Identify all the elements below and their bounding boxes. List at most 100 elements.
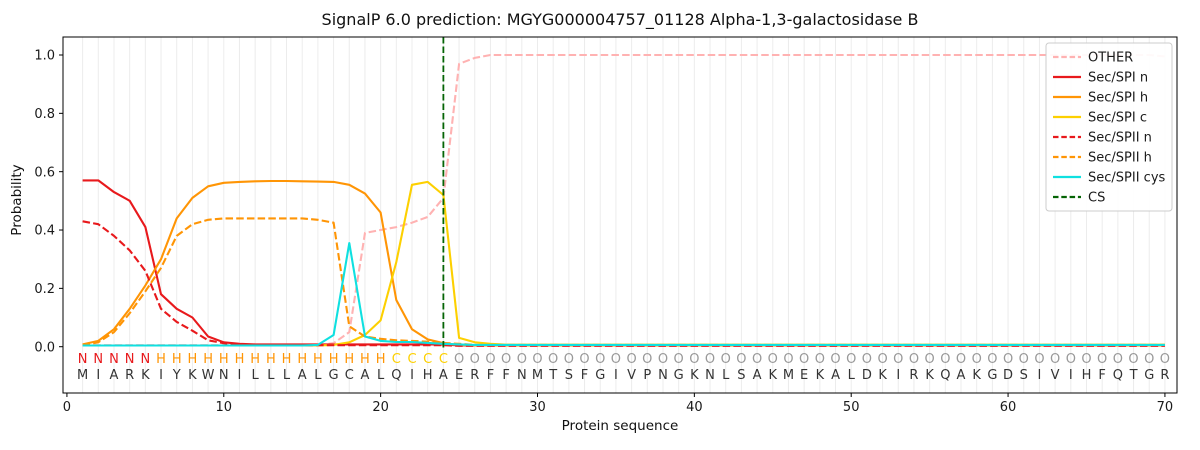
residue-letter: G	[987, 368, 997, 383]
residue-letter: K	[141, 368, 150, 383]
residue-letter: F	[502, 368, 509, 383]
region-label: H	[297, 352, 307, 367]
residue-letter: R	[125, 368, 134, 383]
series-sec-spii-cys	[82, 242, 1165, 347]
region-label: O	[799, 352, 809, 367]
region-label: O	[470, 352, 480, 367]
region-label: O	[909, 352, 919, 367]
legend-label: Sec/SPI n	[1088, 71, 1148, 86]
x-tick-label: 10	[216, 400, 233, 415]
region-label: O	[987, 352, 997, 367]
residue-letter: G	[1144, 368, 1154, 383]
residue-letter: F	[1098, 368, 1105, 383]
residue-letter: V	[1051, 368, 1060, 383]
y-tick-label: 0.8	[34, 107, 55, 122]
region-label: O	[501, 352, 511, 367]
legend-label: OTHER	[1088, 51, 1133, 66]
residue-letter: L	[314, 368, 322, 383]
region-label: C	[423, 352, 432, 367]
residue-letter: A	[110, 368, 119, 383]
region-label: O	[1113, 352, 1123, 367]
region-label: O	[940, 352, 950, 367]
residue-letter: K	[972, 368, 981, 383]
region-label: O	[877, 352, 887, 367]
residue-letter: Q	[940, 368, 950, 383]
y-tick-label: 0.0	[34, 340, 55, 355]
region-label: O	[611, 352, 621, 367]
x-axis-label: Protein sequence	[561, 418, 679, 434]
region-label: O	[689, 352, 699, 367]
x-tick-label: 50	[843, 400, 860, 415]
legend-label: Sec/SPI h	[1088, 91, 1148, 106]
residue-letter: S	[565, 368, 573, 383]
series-sec-spii-n	[82, 220, 1165, 347]
region-label: O	[768, 352, 778, 367]
region-label: H	[250, 352, 260, 367]
residue-letter: R	[909, 368, 918, 383]
x-tick-label: 30	[529, 400, 546, 415]
residue-letter: K	[816, 368, 825, 383]
y-tick-label: 0.6	[34, 165, 55, 180]
residue-letter: N	[219, 368, 229, 383]
residue-letter: K	[769, 368, 778, 383]
residue-letter: A	[439, 368, 448, 383]
residue-letter: I	[238, 368, 242, 383]
legend-label: Sec/SPII n	[1088, 131, 1152, 146]
region-label: O	[564, 352, 574, 367]
region-label: N	[109, 352, 119, 367]
region-label: O	[972, 352, 982, 367]
region-label: O	[658, 352, 668, 367]
residue-letter: W	[202, 368, 215, 383]
region-label: O	[517, 352, 527, 367]
residue-letter: K	[690, 368, 699, 383]
residue-letter: P	[643, 368, 651, 383]
region-label: O	[1081, 352, 1091, 367]
x-tick-label: 60	[1000, 400, 1017, 415]
region-label: O	[532, 352, 542, 367]
residue-letter: Q	[391, 368, 401, 383]
region-label: O	[595, 352, 605, 367]
residue-letter: Y	[172, 368, 181, 383]
residue-letter: I	[159, 368, 163, 383]
y-tick-label: 0.2	[34, 282, 55, 297]
y-tick-label: 1.0	[34, 49, 55, 64]
residue-letter: L	[848, 368, 856, 383]
residue-letter: R	[470, 368, 479, 383]
region-label: N	[140, 352, 150, 367]
legend-label: CS	[1088, 191, 1105, 206]
region-label: H	[329, 352, 339, 367]
region-label: H	[360, 352, 370, 367]
residue-letter: M	[532, 368, 543, 383]
plot-border	[62, 36, 1178, 394]
residue-letter: H	[423, 368, 433, 383]
residue-letter: I	[614, 368, 618, 383]
region-label: H	[156, 352, 166, 367]
residue-letter: N	[658, 368, 668, 383]
region-label: O	[626, 352, 636, 367]
residue-letter: E	[455, 368, 463, 383]
residue-letter: T	[548, 368, 557, 383]
residue-letter: R	[1160, 368, 1169, 383]
residue-letter: I	[410, 368, 414, 383]
legend-box	[1045, 42, 1173, 212]
region-label: C	[439, 352, 448, 367]
region-label: O	[1050, 352, 1060, 367]
residue-letter: L	[252, 368, 260, 383]
residue-letter: I	[1038, 368, 1042, 383]
residue-letter: G	[674, 368, 684, 383]
region-label: O	[736, 352, 746, 367]
region-label: O	[1003, 352, 1013, 367]
legend-label: Sec/SPII h	[1088, 151, 1152, 166]
residue-letter: L	[267, 368, 275, 383]
residue-letter: A	[957, 368, 966, 383]
chart-title: SignalP 6.0 prediction: MGYG000004757_01…	[321, 10, 919, 29]
legend-label: Sec/SPII cys	[1088, 171, 1166, 186]
region-label: O	[1144, 352, 1154, 367]
region-label: O	[485, 352, 495, 367]
region-label: O	[579, 352, 589, 367]
region-label: H	[188, 352, 198, 367]
region-label: O	[548, 352, 558, 367]
series-sec-spi-n	[82, 179, 1165, 347]
region-label: O	[705, 352, 715, 367]
